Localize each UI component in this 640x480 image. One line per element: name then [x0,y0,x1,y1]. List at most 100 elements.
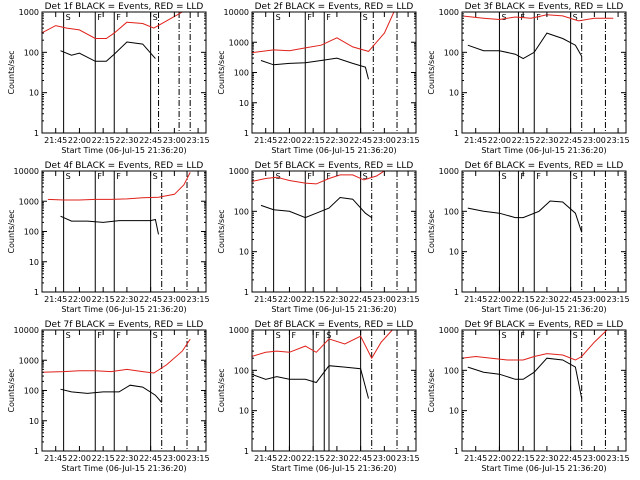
marker-label: F [97,172,102,181]
x-tick-label: 23:15 [397,295,420,304]
x-tick-label: 22:15 [92,136,115,145]
marker-label: S [66,331,71,340]
marker-label: S [501,172,506,181]
series-line [60,215,159,235]
x-tick-label: 22:30 [115,136,138,145]
y-tick-label: 100 [234,207,249,216]
marker-label: F [116,172,121,181]
series-line [260,57,369,80]
plot-frame [251,11,417,134]
x-axis-label: Start Time (06-Jul-15 21:36:20) [481,146,606,155]
x-axis-label: Start Time (06-Jul-15 21:36:20) [481,464,606,473]
x-axis-label: Start Time (06-Jul-15 21:36:20) [61,464,186,473]
x-tick-label: 22:00 [278,454,301,463]
x-tick-label: 22:30 [115,295,138,304]
y-axis-label: Counts/sec [7,209,16,253]
y-tick-label: 100 [444,48,459,57]
marker-label: F [97,13,102,22]
marker-label: S [573,172,578,181]
y-tick-label: 1 [244,129,249,138]
chart-title: Det 6f BLACK = Events, RED = LLD [465,161,624,171]
plot-frame [461,170,627,293]
y-axis-label: Counts/sec [427,368,436,412]
y-tick-label: 10 [29,417,39,426]
marker-label: F [520,172,525,181]
x-tick-label: 22:00 [68,295,91,304]
y-tick-label: 1 [454,129,459,138]
y-tick-label: 1 [34,288,39,297]
marker-label: S [66,13,71,22]
x-tick-label: 21:45 [254,136,277,145]
x-tick-label: 21:45 [464,454,487,463]
y-axis-label: Counts/sec [427,50,436,94]
x-tick-label: 23:00 [373,295,396,304]
x-tick-label: 22:15 [512,136,535,145]
series-line [251,365,369,399]
y-tick-label: 100 [234,366,249,375]
marker-label: S [153,331,158,340]
x-axis-label: Start Time (06-Jul-15 21:36:20) [61,305,186,314]
y-tick-label: 10 [239,248,249,257]
y-tick-label: 10 [239,407,249,416]
marker-label: S [326,331,331,340]
y-tick-label: 1000 [229,167,249,176]
marker-label: F [97,331,102,340]
y-axis-label: Counts/sec [217,209,226,253]
x-axis-label: Start Time (06-Jul-15 21:36:20) [61,146,186,155]
marker-label: F [116,331,121,340]
chart-title: Det 8f BLACK = Events, RED = LLD [255,320,414,330]
marker-label: S [573,331,578,340]
x-tick-label: 23:00 [583,454,606,463]
marker-label: F [326,13,331,22]
x-tick-label: 23:15 [187,295,210,304]
x-tick-label: 23:00 [163,454,186,463]
y-tick-label: 1000 [19,356,39,365]
x-tick-label: 22:45 [559,295,582,304]
series-line [467,32,583,60]
x-tick-label: 22:15 [302,136,325,145]
series-line [47,172,191,201]
x-axis-label: Start Time (06-Jul-15 21:36:20) [271,464,396,473]
marker-label: S [153,172,158,181]
y-tick-label: 1000 [439,8,459,17]
chart-title: Det 7f BLACK = Events, RED = LLD [45,320,204,330]
chart-title: Det 1f BLACK = Events, RED = LLD [45,2,204,12]
marker-label: S [501,331,506,340]
y-tick-label: 100 [444,207,459,216]
series-line [251,11,395,54]
x-tick-label: 22:30 [325,136,348,145]
x-tick-label: 22:45 [349,454,372,463]
marker-label: S [501,13,506,22]
x-tick-label: 23:15 [607,136,630,145]
y-axis-label: Counts/sec [427,209,436,253]
x-tick-label: 23:15 [607,295,630,304]
x-tick-label: 21:45 [44,136,67,145]
plot-frame [251,170,417,293]
x-tick-label: 23:00 [163,136,186,145]
x-tick-label: 22:15 [302,295,325,304]
marker-label: S [276,331,281,340]
y-tick-label: 1000 [439,326,459,335]
y-axis-label: Counts/sec [7,368,16,412]
x-tick-label: 22:30 [325,295,348,304]
y-tick-label: 1000 [229,38,249,47]
series-line [467,357,583,399]
y-tick-label: 10 [29,258,39,267]
y-tick-label: 1 [244,447,249,456]
x-tick-label: 22:15 [512,454,535,463]
y-tick-label: 100 [24,387,39,396]
plot-frame [461,329,627,452]
y-tick-label: 1000 [19,197,39,206]
marker-label: F [326,172,331,181]
marker-label: F [315,331,320,340]
series-line [251,329,393,360]
x-tick-label: 22:15 [92,295,115,304]
x-tick-label: 23:15 [397,136,420,145]
y-tick-label: 100 [234,69,249,78]
chart-title: Det 3f BLACK = Events, RED = LLD [465,2,624,12]
y-tick-label: 1 [244,288,249,297]
y-tick-label: 100 [444,366,459,375]
y-tick-label: 10 [29,89,39,98]
chart-title: Det 9f BLACK = Events, RED = LLD [465,320,624,330]
x-tick-label: 22:00 [68,136,91,145]
